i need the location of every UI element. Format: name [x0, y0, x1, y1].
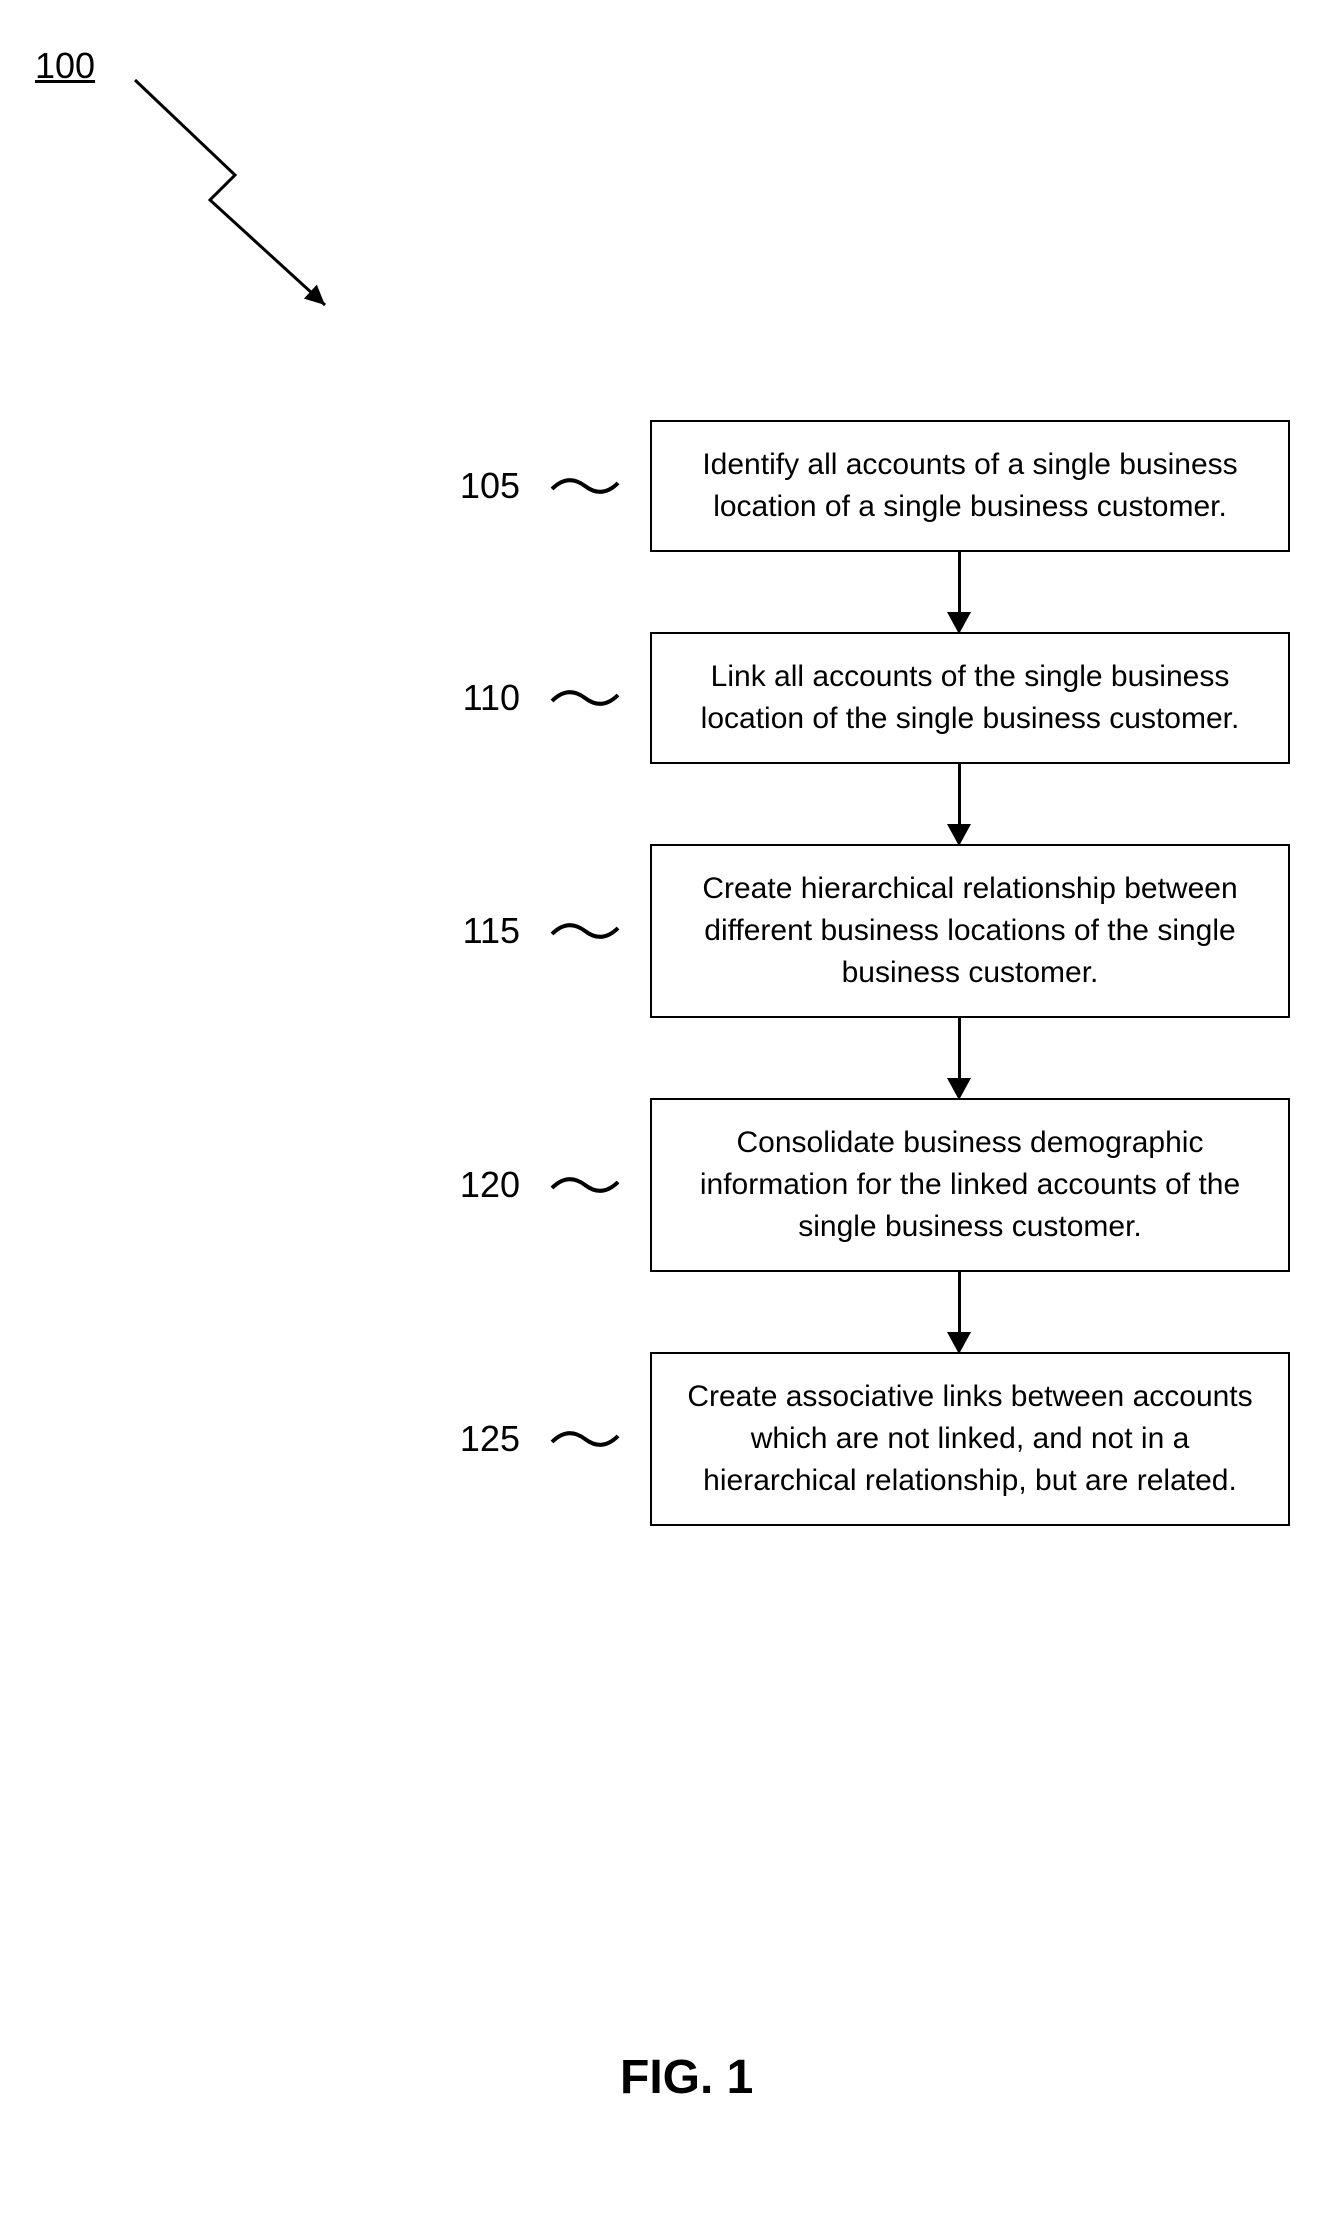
arrow-down-icon [958, 764, 960, 844]
tilde-connector-icon [550, 916, 620, 946]
flowchart-step: 120 Consolidate business demographic info… [440, 1098, 1290, 1272]
arrow-down-icon [958, 1018, 960, 1098]
step-number-label: 115 [440, 910, 520, 952]
tilde-connector-icon [550, 1170, 620, 1200]
figure-caption: FIG. 1 [620, 2050, 753, 2105]
tilde-connector-icon [550, 683, 620, 713]
step-box: Create hierarchical relationship between… [650, 844, 1290, 1018]
step-number-label: 125 [440, 1418, 520, 1460]
step-box: Link all accounts of the single business… [650, 632, 1290, 764]
step-number-label: 120 [440, 1164, 520, 1206]
step-box: Identify all accounts of a single busine… [650, 420, 1290, 552]
tilde-connector-icon [550, 471, 620, 501]
zigzag-arrow-icon [0, 0, 400, 400]
step-number-label: 110 [440, 677, 520, 719]
flowchart-step: 105 Identify all accounts of a single bus… [440, 420, 1290, 552]
step-box: Create associative links between account… [650, 1352, 1290, 1526]
tilde-connector-icon [550, 1424, 620, 1454]
arrow-down-icon [958, 1272, 960, 1352]
flowchart-step: 115 Create hierarchical relationship betw… [440, 844, 1290, 1018]
step-box: Consolidate business demographic informa… [650, 1098, 1290, 1272]
flowchart-container: 105 Identify all accounts of a single bus… [440, 420, 1290, 1526]
arrow-down-icon [958, 552, 960, 632]
step-number-label: 105 [440, 465, 520, 507]
flowchart-step: 125 Create associative links between acco… [440, 1352, 1290, 1526]
flowchart-step: 110 Link all accounts of the single busin… [440, 632, 1290, 764]
